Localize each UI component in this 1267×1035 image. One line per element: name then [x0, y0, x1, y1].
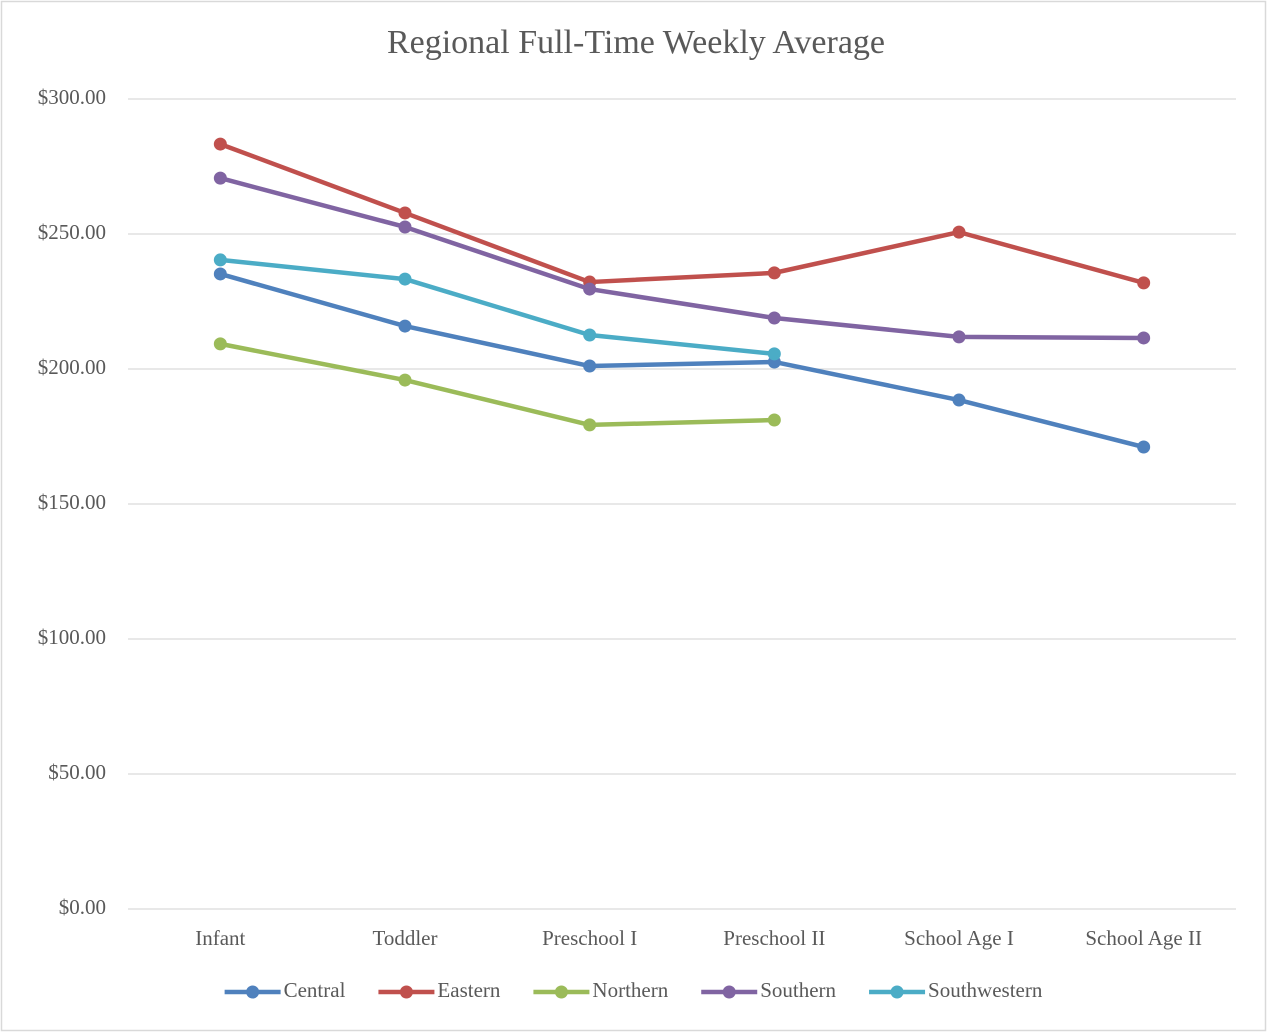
- series-line: [218, 141, 1146, 286]
- data-point: [583, 359, 597, 373]
- data-point: [398, 272, 412, 286]
- data-point: [583, 418, 597, 432]
- data-point: [583, 328, 597, 342]
- legend-marker: [722, 985, 736, 999]
- x-tick-label: Preschool I: [542, 926, 637, 950]
- data-point: [213, 267, 227, 281]
- y-tick-label: $50.00: [48, 760, 106, 784]
- legend-label: Northern: [592, 978, 668, 1002]
- series-line: [218, 271, 1146, 450]
- data-point: [767, 347, 781, 361]
- chart-title: Regional Full-Time Weekly Average: [387, 24, 885, 61]
- y-tick-label: $300.00: [38, 85, 106, 109]
- y-tick-label: $100.00: [38, 625, 106, 649]
- y-tick-label: $250.00: [38, 220, 106, 244]
- data-point: [767, 311, 781, 325]
- y-tick-label: $200.00: [38, 355, 106, 379]
- legend-label: Central: [284, 978, 346, 1002]
- data-point: [952, 225, 966, 239]
- series-line: [218, 175, 1146, 341]
- data-point: [213, 337, 227, 351]
- legend-marker: [399, 985, 413, 999]
- legend-label: Eastern: [437, 978, 500, 1002]
- data-point: [952, 393, 966, 407]
- y-tick-label: $150.00: [38, 490, 106, 514]
- series-line: [218, 257, 777, 357]
- data-point: [398, 319, 412, 333]
- x-tick-label: Toddler: [372, 926, 437, 950]
- data-point: [213, 171, 227, 185]
- data-point: [1137, 276, 1151, 290]
- legend-label: Southwestern: [928, 978, 1043, 1002]
- data-point: [767, 266, 781, 280]
- data-point: [213, 137, 227, 151]
- x-tick-label: School Age I: [904, 926, 1014, 950]
- legend-label: Southern: [760, 978, 836, 1002]
- legend-marker: [246, 985, 260, 999]
- series-line: [218, 341, 777, 428]
- data-point: [398, 373, 412, 387]
- data-point: [1137, 440, 1151, 454]
- x-tick-label: Preschool II: [723, 926, 825, 950]
- x-tick-label: Infant: [195, 926, 245, 950]
- data-point: [583, 282, 597, 296]
- legend-marker: [554, 985, 568, 999]
- data-point: [398, 206, 412, 220]
- data-point: [398, 220, 412, 234]
- data-point: [1137, 331, 1151, 345]
- data-point: [767, 413, 781, 427]
- legend-marker: [890, 985, 904, 999]
- data-point: [213, 253, 227, 267]
- data-point: [952, 330, 966, 344]
- y-tick-label: $0.00: [59, 895, 106, 919]
- x-tick-label: School Age II: [1085, 926, 1202, 950]
